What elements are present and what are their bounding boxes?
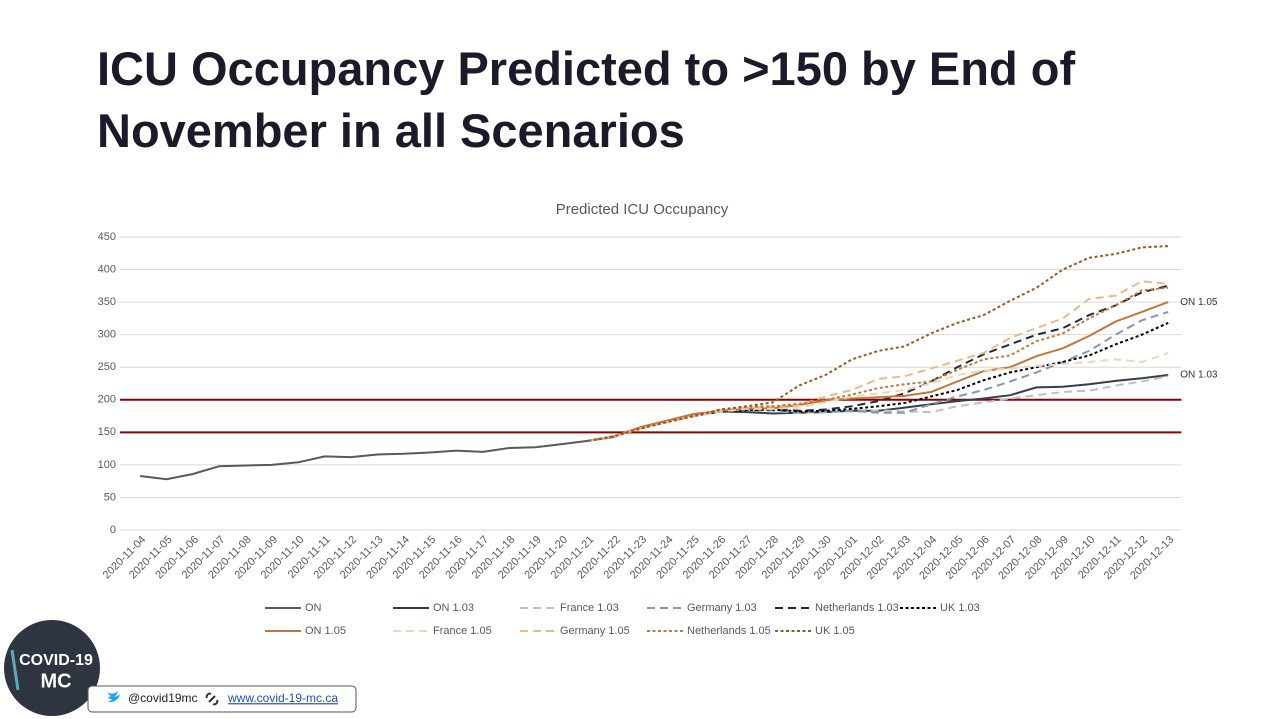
legend-label: Germany 1.03 — [687, 602, 757, 614]
footer-box — [87, 685, 357, 713]
website-link[interactable]: www.covid-19-mc.ca — [227, 691, 338, 705]
logo-text: MC — [40, 670, 71, 692]
y-tick-label: 350 — [98, 296, 116, 308]
legend-label: Netherlands 1.03 — [815, 602, 899, 614]
series-line — [588, 245, 1169, 442]
logo — [4, 620, 100, 716]
series-line — [588, 301, 1169, 442]
y-tick-label: 400 — [98, 263, 116, 275]
slide-title: ICU Occupancy Predicted to >150 by End o… — [97, 42, 1076, 157]
y-tick-label: 450 — [98, 231, 116, 243]
y-tick-label: 50 — [104, 491, 116, 503]
legend-label: France 1.05 — [433, 625, 492, 637]
series-line — [588, 310, 1169, 442]
link-icon — [205, 692, 219, 706]
series-line — [588, 280, 1169, 442]
series-line — [588, 374, 1169, 442]
legend-label: ON 1.05 — [305, 625, 346, 637]
series-line — [588, 375, 1169, 442]
logo-accent — [10, 649, 20, 691]
y-tick-label: 250 — [98, 361, 116, 373]
twitter-handle: @covid19mc — [128, 691, 198, 705]
annotation: ON 1.05 — [1180, 297, 1218, 308]
y-tick-label: 150 — [98, 426, 116, 438]
logo-text: COVID-19 — [19, 652, 93, 669]
legend-label: ON 1.03 — [433, 602, 474, 614]
y-tick-label: 0 — [110, 524, 116, 536]
twitter-icon — [106, 691, 120, 703]
y-tick-label: 100 — [98, 459, 116, 471]
legend-label: ON — [305, 602, 322, 614]
y-tick-label: 300 — [98, 329, 116, 341]
annotation: ON 1.03 — [1180, 370, 1218, 381]
legend-label: UK 1.03 — [940, 602, 980, 614]
y-tick-label: 200 — [98, 394, 116, 406]
legend-label: UK 1.05 — [815, 625, 855, 637]
legend-label: Netherlands 1.05 — [687, 625, 771, 637]
legend-label: France 1.03 — [560, 602, 619, 614]
chart-title: Predicted ICU Occupancy — [556, 201, 729, 218]
legend-label: Germany 1.05 — [560, 625, 630, 637]
series-line — [140, 435, 615, 481]
